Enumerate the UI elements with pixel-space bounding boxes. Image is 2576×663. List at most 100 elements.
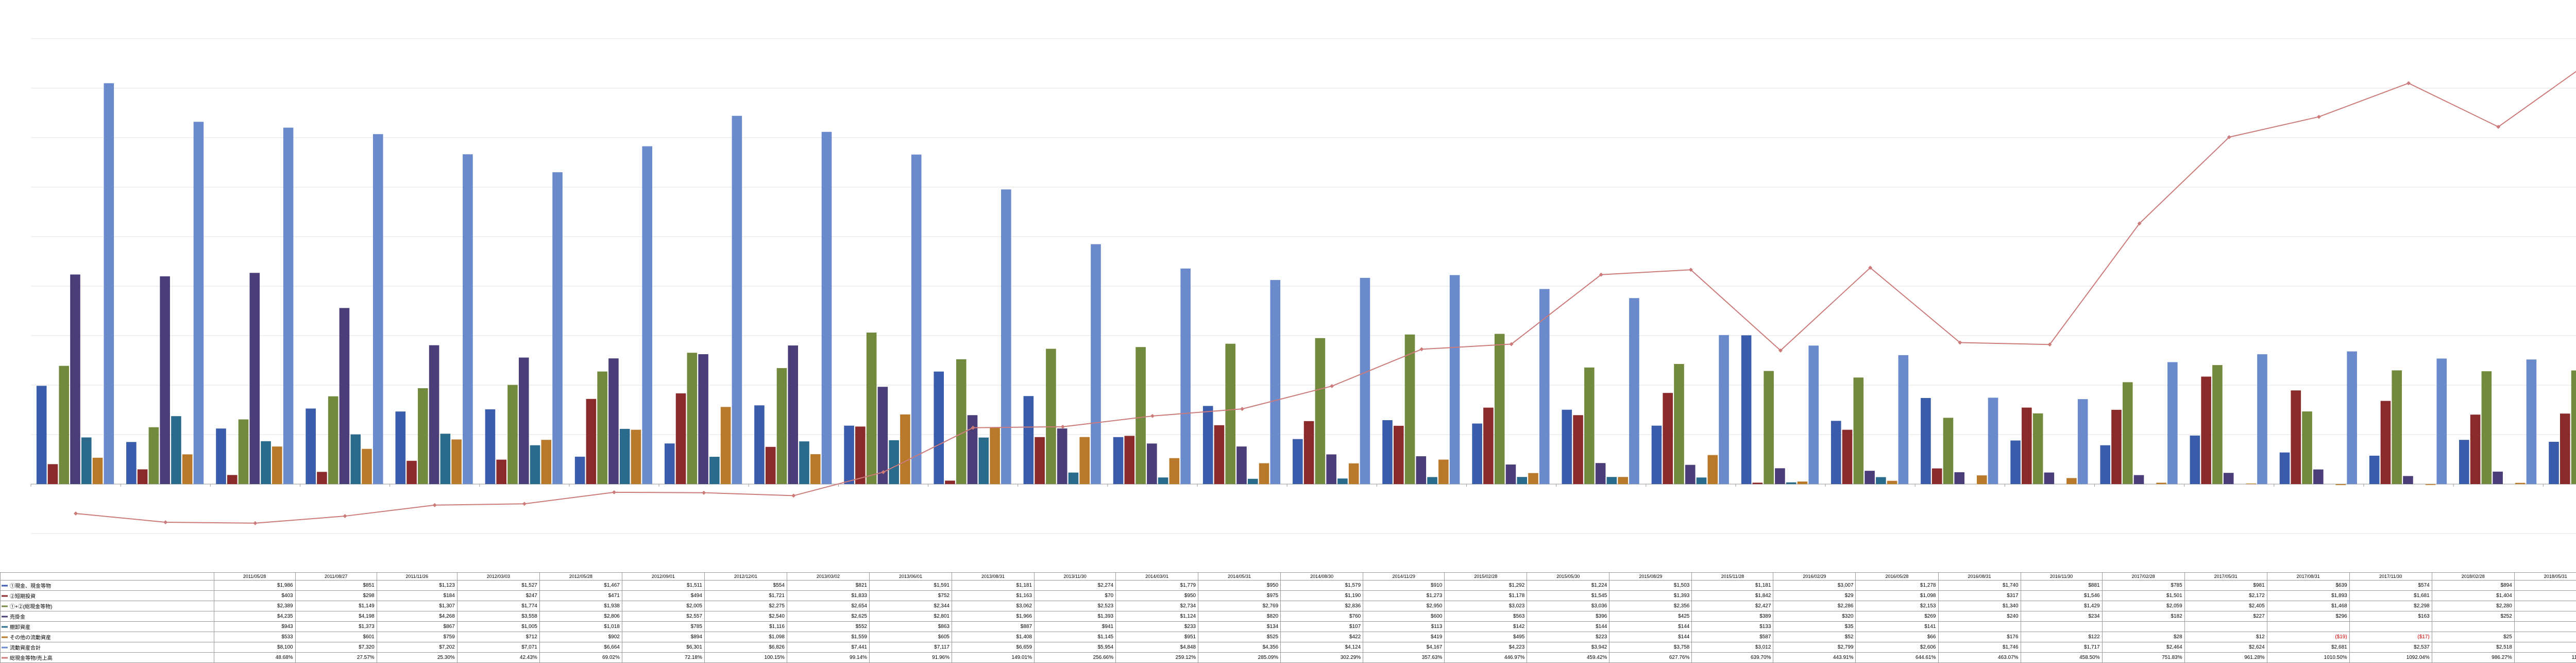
- bar: [979, 438, 989, 484]
- period-header: 2011/11/26: [377, 573, 457, 581]
- bar: [934, 372, 944, 484]
- bar: [2033, 413, 2043, 484]
- data-cell: $6,826: [704, 642, 787, 653]
- data-cell: 446.97%: [1445, 653, 1527, 663]
- bar: [2470, 415, 2481, 484]
- bar: [1248, 479, 1258, 484]
- period-header: 2017/08/31: [2267, 573, 2349, 581]
- bar: [1091, 244, 1101, 484]
- line-marker: [522, 502, 527, 506]
- period-header: 2016/02/29: [1773, 573, 1856, 581]
- bar: [822, 132, 832, 484]
- bar: [1562, 410, 1572, 484]
- data-cell: $975: [1198, 591, 1281, 601]
- bar: [1798, 482, 1808, 484]
- data-cell: $234: [2021, 611, 2102, 622]
- data-cell: $52: [1773, 632, 1856, 642]
- data-cell: $1,579: [1281, 581, 1363, 591]
- data-cell: 100.15%: [704, 653, 787, 663]
- data-cell: $1,779: [1116, 581, 1198, 591]
- data-cell: $144: [1609, 622, 1692, 632]
- data-cell: $1,340: [1938, 601, 2021, 611]
- bar: [1416, 456, 1427, 484]
- bar: [1607, 477, 1617, 484]
- bar: [2560, 413, 2570, 484]
- bar: [2111, 410, 2122, 484]
- data-cell: $574: [2349, 581, 2432, 591]
- bar: [1304, 421, 1314, 484]
- bar: [306, 408, 316, 484]
- bar: [70, 274, 80, 484]
- period-header: 2013/06/01: [869, 573, 952, 581]
- data-cell: 458.50%: [2021, 653, 2102, 663]
- bar: [59, 366, 69, 484]
- data-cell: $1,681: [2349, 591, 2432, 601]
- data-cell: $223: [1527, 632, 1609, 642]
- bar: [889, 440, 899, 484]
- data-cell: $785: [622, 622, 704, 632]
- line-marker: [2406, 81, 2411, 85]
- bar: [732, 116, 742, 484]
- bar: [37, 386, 47, 484]
- period-header: 2014/03/01: [1116, 573, 1198, 581]
- period-header: 2011/08/27: [295, 573, 377, 581]
- data-cell: $1,842: [1692, 591, 1773, 601]
- data-cell: $419: [1363, 632, 1445, 642]
- data-cell: $910: [1363, 581, 1445, 591]
- bar: [2403, 476, 2413, 484]
- bar: [1899, 355, 1909, 484]
- data-cell: $252: [2432, 611, 2514, 622]
- data-cell: $6,664: [539, 642, 622, 653]
- data-cell: $533: [214, 632, 295, 642]
- bar: [1315, 338, 1326, 484]
- data-cell: $2,537: [2349, 642, 2432, 653]
- bar: [2190, 436, 2200, 484]
- data-cell: $320: [1773, 611, 1856, 622]
- data-cell: 639.70%: [1692, 653, 1773, 663]
- period-header: 2013/11/30: [1035, 573, 1116, 581]
- bar: [463, 154, 473, 484]
- data-cell: $144: [1527, 622, 1609, 632]
- bar: [2212, 365, 2223, 484]
- data-cell: $1,224: [1527, 581, 1609, 591]
- data-cell: 48.68%: [214, 653, 295, 663]
- bar: [687, 353, 698, 484]
- data-cell: $1,425: [2514, 591, 2576, 601]
- data-cell: $950: [1198, 581, 1281, 591]
- data-cell: $396: [1527, 611, 1609, 622]
- data-cell: $1,373: [295, 622, 377, 632]
- period-header: 2018/02/28: [2432, 573, 2514, 581]
- data-cell: $1,503: [1609, 581, 1692, 591]
- data-cell: $189: [2514, 611, 2576, 622]
- data-cell: $2,624: [2184, 642, 2267, 653]
- bar: [1876, 477, 1886, 484]
- period-header: 2012/09/01: [622, 573, 704, 581]
- data-cell: $142: [1445, 622, 1527, 632]
- data-cell: $317: [1938, 591, 2021, 601]
- data-cell: 443.91%: [1773, 653, 1856, 663]
- bar: [1450, 275, 1460, 484]
- data-cell: $563: [1445, 611, 1527, 622]
- line-marker: [253, 521, 257, 525]
- bar: [2313, 470, 2324, 484]
- data-cell: 91.96%: [869, 653, 952, 663]
- bar: [1024, 396, 1034, 484]
- bar: [283, 128, 294, 484]
- data-cell: $2,356: [1609, 601, 1692, 611]
- legend-swatch: [2, 595, 8, 596]
- period-header: 2013/03/02: [787, 573, 869, 581]
- data-cell: $760: [1281, 611, 1363, 622]
- data-cell: $2,523: [1035, 601, 1116, 611]
- data-cell: $950: [1116, 591, 1198, 601]
- data-cell: 463.07%: [1938, 653, 2021, 663]
- data-cell: $233: [1116, 622, 1198, 632]
- bar: [440, 434, 451, 484]
- bar: [261, 441, 271, 484]
- bar: [182, 454, 193, 484]
- bar: [1786, 483, 1797, 484]
- bar: [698, 354, 708, 484]
- data-cell: $3,758: [1609, 642, 1692, 653]
- bar: [1069, 473, 1079, 484]
- bar: [2257, 354, 2267, 484]
- data-cell: 627.76%: [1609, 653, 1692, 663]
